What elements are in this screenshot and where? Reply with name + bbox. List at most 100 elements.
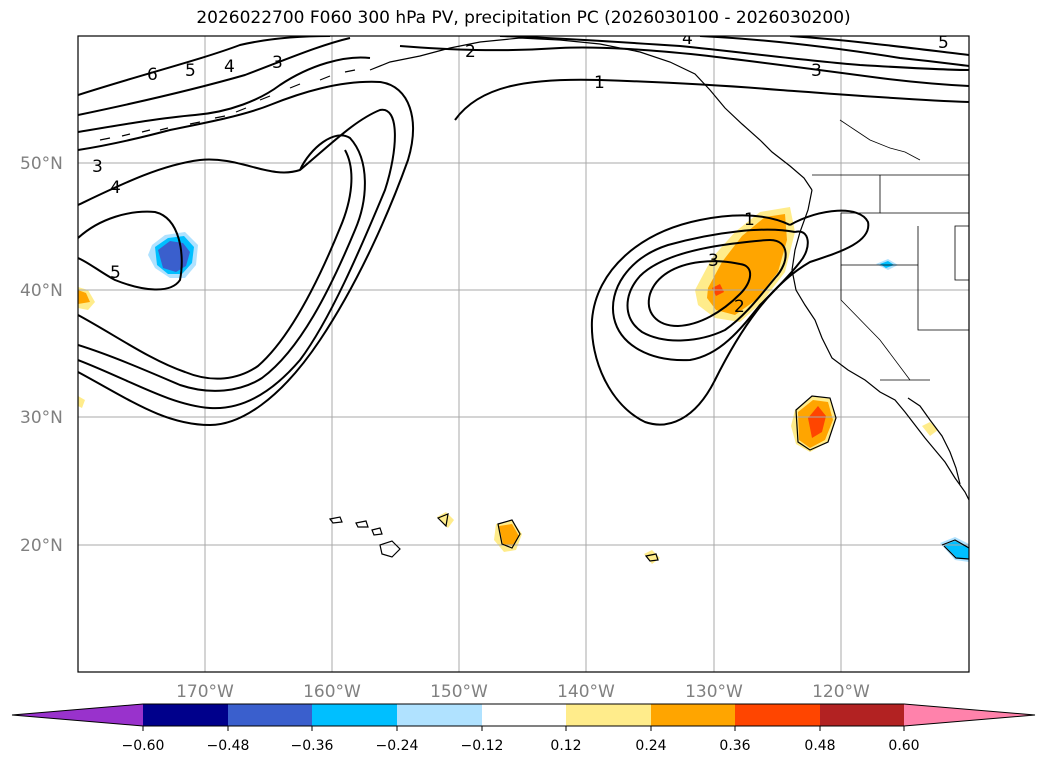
map-title: 2026022700 F060 300 hPa PV, precipitatio… (196, 8, 851, 28)
colorbar-cell-6 (566, 704, 651, 726)
colorbar-cell-9 (820, 704, 904, 726)
map-frame (77, 35, 970, 673)
colorbar-tick-label-5: −0.12 (461, 738, 504, 754)
pv-contour-east-4 (647, 260, 752, 328)
lon-label-140w: 140°W (557, 682, 615, 702)
colorbar-tick-label-3: −0.36 (291, 738, 334, 754)
border-state-6 (840, 265, 911, 381)
colorbar-tick-label-9: 0.48 (804, 738, 835, 754)
border-state-4 (917, 226, 969, 331)
pv-contour-north-4 (699, 36, 969, 67)
map-panel: 6 5 4 3 2 1 3 3 4 5 1 3 2 4 5 (77, 29, 970, 673)
pv-label-5-top: 5 (938, 33, 949, 53)
pv-label-2: 2 (465, 42, 476, 62)
coast-hi-small-1 (497, 519, 521, 549)
pv-label-3-west: 3 (92, 157, 103, 177)
lon-label-160w: 160°W (303, 682, 361, 702)
colorbar-cell-7 (651, 704, 735, 726)
pv-label-1: 1 (594, 73, 605, 93)
pv-contour-north-1 (454, 78, 969, 121)
pv-label-4-top: 4 (682, 29, 693, 49)
colorbar-tick-label-7: 0.24 (635, 738, 666, 754)
lon-label-130w: 130°W (685, 682, 743, 702)
pv-contour-labels: 6 5 4 3 2 1 3 3 4 5 1 3 2 4 5 (92, 29, 949, 317)
pv-contour-west-8 (78, 149, 353, 380)
pv-contours (78, 36, 969, 427)
pv-contour-west-4 (78, 80, 414, 427)
longitude-labels: 170°W 160°W 150°W 140°W 130°W 120°W (176, 682, 870, 702)
colorbar-tick-label-8: 0.36 (719, 738, 750, 754)
border-canada-inland (839, 119, 921, 161)
coast-hawaii-2 (328, 516, 343, 524)
precip-blob-west-mid (78, 290, 90, 304)
coast-hawaii-4 (371, 527, 383, 536)
colorbar-ticks (142, 726, 905, 731)
borders (812, 119, 969, 381)
precip-blob-west-2 (78, 396, 85, 408)
coast-hawaii-3 (355, 520, 369, 528)
coast-baja (907, 397, 961, 485)
colorbar-cell-1 (143, 704, 228, 726)
colorbar-extend-high (904, 704, 1035, 726)
colorbar-tick-label-1: −0.60 (122, 738, 165, 754)
colorbar: −0.60 −0.48 −0.36 −0.24 −0.12 0.12 0.24 … (11, 703, 1036, 754)
coast-hi-small-3 (644, 553, 659, 562)
pv-label-5: 5 (185, 61, 196, 81)
coast-hawaii-1 (379, 540, 401, 558)
pv-contour-north-3 (499, 36, 969, 71)
pv-label-3-east: 3 (811, 61, 822, 81)
pv-contour-north-5 (789, 36, 969, 56)
precip-blob-hi-1-mid (499, 524, 519, 546)
precip-blob-baja-small (922, 422, 938, 436)
precip-blob-neg-inland-mid (880, 261, 894, 268)
coast-baja-blob (795, 395, 837, 451)
pv-label-4-west: 4 (110, 178, 121, 198)
lon-label-120w: 120°W (812, 682, 870, 702)
colorbar-cell-3 (312, 704, 397, 726)
coast-neg-se (941, 539, 969, 560)
pv-label-6: 6 (147, 65, 158, 85)
pv-contour-east-2 (612, 228, 809, 362)
pv-contour-east-3 (626, 239, 787, 342)
pv-label-5-west: 5 (110, 263, 121, 283)
colorbar-cell-8 (735, 704, 820, 726)
pv-contour-west-1 (78, 36, 331, 96)
pv-contour-north-2 (399, 45, 969, 87)
pv-contour-west-7 (78, 134, 366, 392)
lat-label-30n: 30°N (20, 408, 63, 428)
lat-label-20n: 20°N (20, 536, 63, 556)
lat-label-40n: 40°N (20, 281, 63, 301)
pv-label-2-low: 2 (734, 297, 745, 317)
lon-label-170w: 170°W (176, 682, 234, 702)
graticule (78, 36, 969, 672)
colorbar-cell-5 (482, 704, 566, 726)
map-background (78, 36, 969, 672)
colorbar-tick-label-2: −0.48 (207, 738, 250, 754)
pv-label-1-east: 1 (744, 210, 755, 230)
pv-label-3-low: 3 (708, 251, 719, 271)
pv-contour-west-6 (78, 210, 183, 291)
latitude-labels: 50°N 40°N 30°N 20°N (20, 154, 63, 556)
pv-contour-west-5 (78, 108, 396, 410)
coast-west-us (791, 189, 969, 501)
pv-label-3: 3 (272, 53, 283, 73)
pv-contour-west-3 (78, 56, 371, 133)
precip-blob-hi-2 (437, 512, 454, 528)
colorbar-extend-low (12, 704, 143, 726)
coast-alaska (369, 37, 813, 191)
colorbar-tick-label-4: −0.24 (376, 738, 419, 754)
colorbar-cell-4 (397, 704, 482, 726)
lat-label-50n: 50°N (20, 154, 63, 174)
pv-contour-west-2 (78, 37, 351, 116)
pv-contour-east-outer (590, 209, 870, 426)
pv-label-4: 4 (224, 57, 235, 77)
coast-hi-small-2 (436, 513, 449, 528)
colorbar-tick-label-10: 0.60 (888, 738, 919, 754)
coast-aleutians (99, 69, 356, 141)
colorbar-cell-2 (228, 704, 312, 726)
border-state-5 (954, 225, 969, 281)
precip-blob-baja-core (808, 406, 826, 438)
colorbar-tick-label-6: 0.12 (550, 738, 581, 754)
coastlines (99, 37, 969, 562)
